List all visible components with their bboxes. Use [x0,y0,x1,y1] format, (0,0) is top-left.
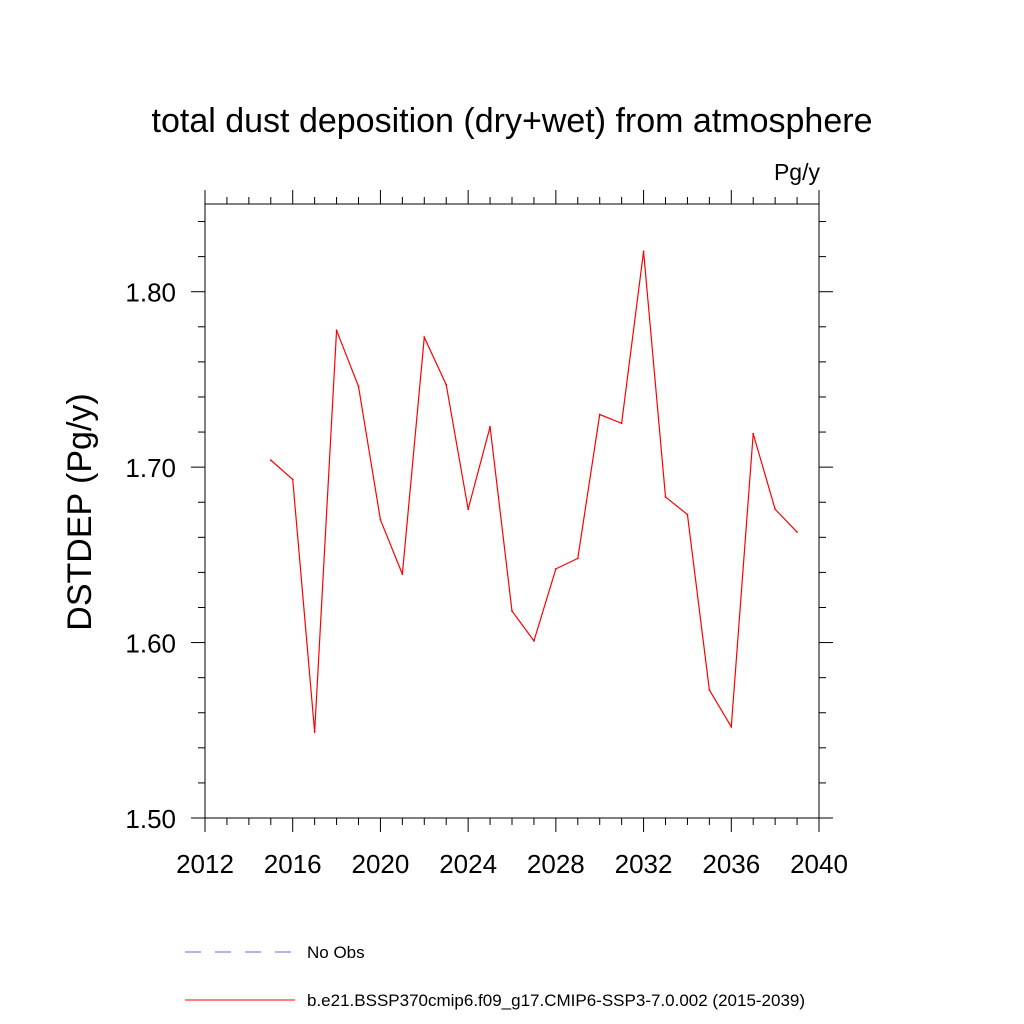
x-tick-label: 2036 [702,849,760,879]
data-point [379,518,382,521]
y-tick-label: 1.80 [125,278,176,308]
data-point [533,639,535,642]
data-point [357,385,360,388]
x-tick-label: 2016 [264,849,322,879]
data-point [752,432,755,435]
y-tick-label: 1.50 [125,804,176,834]
data-point [554,567,557,570]
tick-labels: 2012 2016 2020 2024 2028 2032 2036 2040 1.50 1.60… [125,278,848,879]
data-point [686,513,689,516]
data-point [423,336,426,339]
data-point [489,425,491,428]
y-axis-label: DSTDEP (Pg/y) [61,393,99,630]
axis-ticks [191,190,833,832]
data-point [401,573,404,576]
data-point [445,383,448,386]
data-point [335,329,338,332]
data-point [774,508,777,511]
data-point [269,459,272,462]
chart-title: total dust deposition (dry+wet) from atm… [152,102,873,140]
data-point [576,557,579,560]
legend-label-model-run: b.e21.BSSP370cmip6.f09_g17.CMIP6-SSP3-7.… [307,991,805,1010]
x-tick-label: 2024 [439,849,497,879]
data-point [620,422,623,425]
data-point [642,250,645,253]
y-tick-label: 1.70 [125,453,176,483]
legend-label-no-obs: No Obs [307,943,365,962]
data-point [796,531,798,533]
series-layer [269,250,798,733]
x-tick-label: 2032 [615,849,673,879]
data-point [467,508,470,511]
legend: No Obs b.e21.BSSP370cmip6.f09_g17.CMIP6-… [185,943,805,1010]
units-label: Pg/y [774,159,821,185]
data-point [511,610,513,612]
data-point [313,731,316,733]
data-point [664,496,667,498]
data-point [730,725,733,728]
x-tick-label: 2028 [527,849,585,879]
data-point [291,478,294,481]
data-point [708,689,711,691]
x-tick-label: 2040 [790,849,848,879]
series-line [270,251,798,733]
x-tick-label: 2020 [352,849,410,879]
plot-frame [204,203,820,819]
x-tick-label: 2012 [176,849,234,879]
data-point [598,413,601,416]
y-tick-label: 1.60 [125,629,176,659]
